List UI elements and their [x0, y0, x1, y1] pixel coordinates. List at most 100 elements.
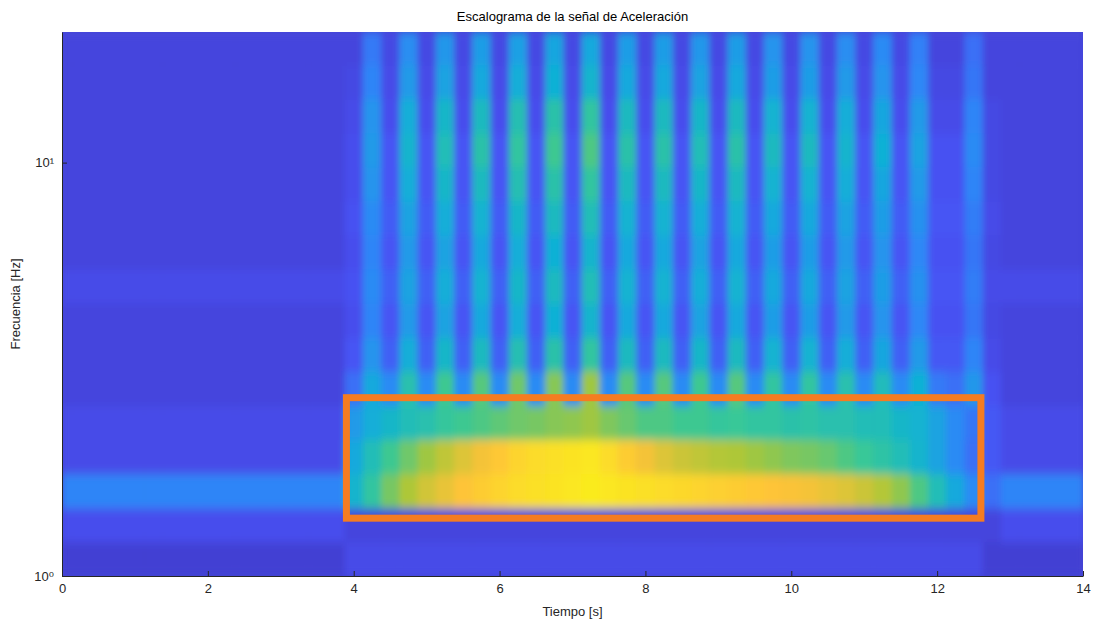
cell: [727, 32, 746, 65]
cell: [217, 439, 236, 474]
cell: [162, 32, 181, 65]
cell: [636, 133, 655, 167]
cell: [800, 98, 819, 133]
cell: [290, 32, 309, 65]
cell: [527, 269, 546, 304]
cell: [217, 167, 236, 202]
cell: [62, 371, 72, 406]
cell: [892, 337, 911, 371]
cell: [746, 303, 765, 338]
cell: [691, 64, 710, 99]
cell: [727, 303, 746, 338]
cell: [892, 473, 911, 508]
cell: [563, 201, 582, 236]
cell: [782, 32, 801, 65]
cell: [563, 337, 582, 371]
cell: [782, 337, 801, 371]
cell: [1056, 167, 1075, 202]
cell: [235, 473, 254, 508]
cell: [1056, 32, 1075, 65]
cell: [62, 64, 72, 99]
cell: [181, 303, 200, 338]
cell: [399, 98, 418, 133]
cell: [235, 269, 254, 304]
cell: [837, 508, 856, 542]
plot-area: [62, 32, 1083, 576]
cell: [454, 235, 473, 270]
cell: [709, 98, 728, 133]
cell: [892, 98, 911, 133]
cell: [108, 405, 127, 440]
cell: [363, 98, 382, 133]
cell: [181, 542, 200, 576]
cell: [472, 473, 491, 508]
cell: [217, 269, 236, 304]
cell: [62, 473, 72, 508]
cell: [144, 303, 163, 338]
cell: [509, 269, 528, 304]
cell: [983, 508, 1002, 542]
cell: [545, 405, 564, 440]
cell: [964, 269, 983, 304]
cell: [490, 439, 509, 474]
cell: [964, 235, 983, 270]
cell: [363, 64, 382, 99]
cell: [418, 508, 437, 542]
cell: [217, 473, 236, 508]
cell: [490, 133, 509, 167]
cell: [89, 542, 108, 576]
y-tick-label: 10⁰: [34, 569, 54, 584]
cell: [399, 337, 418, 371]
cell: [290, 201, 309, 236]
cell: [472, 508, 491, 542]
cell: [563, 473, 582, 508]
cell: [235, 303, 254, 338]
cell: [436, 337, 455, 371]
cell: [746, 439, 765, 474]
cell: [655, 201, 674, 236]
cell: [454, 133, 473, 167]
cell: [272, 337, 291, 371]
cell: [655, 542, 674, 576]
cell: [272, 371, 291, 406]
cell: [563, 32, 582, 65]
cell: [108, 201, 127, 236]
cell: [983, 439, 1002, 474]
cell: [162, 439, 181, 474]
cell: [928, 439, 947, 474]
cell: [727, 337, 746, 371]
cell: [253, 32, 272, 65]
cell: [946, 508, 965, 542]
cell: [144, 32, 163, 65]
cell: [782, 405, 801, 440]
cell: [618, 269, 637, 304]
cell: [89, 201, 108, 236]
cell: [436, 439, 455, 474]
cell: [655, 439, 674, 474]
cell: [326, 473, 345, 508]
cell: [983, 64, 1002, 99]
cell: [399, 133, 418, 167]
cell: [363, 337, 382, 371]
cell: [490, 337, 509, 371]
cell: [764, 542, 783, 576]
cell: [381, 98, 400, 133]
cell: [709, 405, 728, 440]
cell: [399, 303, 418, 338]
cell: [800, 508, 819, 542]
cell: [1037, 405, 1056, 440]
cell: [126, 473, 145, 508]
cell: [144, 473, 163, 508]
cell: [308, 269, 327, 304]
cell: [855, 473, 874, 508]
cell: [472, 64, 491, 99]
cell: [545, 133, 564, 167]
cell: [983, 98, 1002, 133]
cell: [217, 337, 236, 371]
cell: [655, 133, 674, 167]
cell: [108, 32, 127, 65]
cell: [873, 508, 892, 542]
cell: [308, 405, 327, 440]
cell: [983, 133, 1002, 167]
cell: [636, 508, 655, 542]
